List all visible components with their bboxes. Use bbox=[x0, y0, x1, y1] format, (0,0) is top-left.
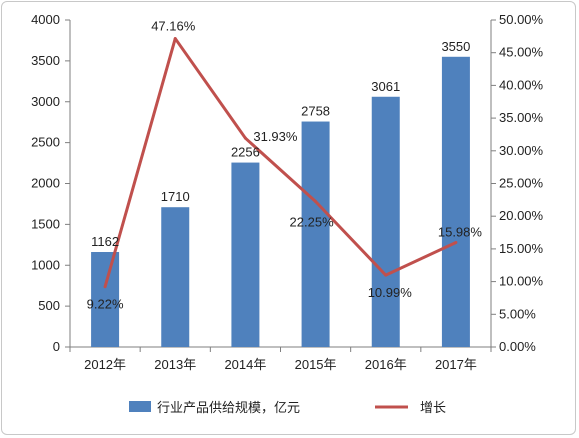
legend: 行业产品供给规模，亿元 增长 bbox=[129, 401, 446, 416]
bar bbox=[231, 162, 260, 347]
x-tick-label: 2015年 bbox=[295, 357, 337, 372]
right-tick-label: 5.00% bbox=[499, 306, 536, 321]
bar-value-label: 3061 bbox=[371, 79, 400, 94]
right-tick-label: 40.00% bbox=[499, 77, 544, 92]
line-point bbox=[243, 136, 247, 140]
bar-value-label: 1710 bbox=[161, 189, 190, 204]
bar-value-label: 3550 bbox=[441, 39, 470, 54]
line-value-label: 22.25% bbox=[290, 214, 335, 229]
left-tick-label: 3000 bbox=[31, 94, 60, 109]
line-point bbox=[314, 199, 318, 203]
bar bbox=[161, 207, 190, 347]
legend-swatch-bar bbox=[129, 401, 151, 412]
legend-label-bar: 行业产品供给规模，亿元 bbox=[157, 401, 300, 416]
right-tick-label: 30.00% bbox=[499, 143, 544, 158]
x-tick-label: 2014年 bbox=[224, 357, 266, 372]
line-point bbox=[384, 273, 388, 277]
bar-value-label: 2758 bbox=[301, 104, 330, 119]
bar bbox=[91, 252, 120, 347]
right-tick-label: 20.00% bbox=[499, 208, 544, 223]
x-tick-label: 2016年 bbox=[365, 357, 407, 372]
bar-series bbox=[91, 56, 470, 348]
right-tick-label: 50.00% bbox=[499, 12, 544, 27]
line-value-label: 31.93% bbox=[253, 129, 298, 144]
line-point bbox=[173, 37, 177, 41]
x-tick-label: 2017年 bbox=[435, 357, 477, 372]
bar bbox=[301, 121, 330, 347]
left-tick-label: 500 bbox=[38, 298, 60, 313]
line-point bbox=[454, 240, 458, 244]
data-labels: 1162 1710 2256 2758 3061 3550 9.22% 47.16% 31.93… bbox=[87, 19, 483, 312]
x-tick-label: 2012年 bbox=[84, 357, 126, 372]
right-tick-label: 25.00% bbox=[499, 176, 544, 191]
line-point bbox=[103, 285, 107, 289]
left-tick-label: 1000 bbox=[31, 257, 60, 272]
bar bbox=[371, 96, 400, 348]
left-tick-label: 1500 bbox=[31, 216, 60, 231]
bar-value-label: 1162 bbox=[91, 234, 119, 249]
line-value-label: 10.99% bbox=[368, 285, 413, 300]
line-value-label: 15.98% bbox=[438, 224, 483, 239]
right-tick-label: 45.00% bbox=[499, 45, 544, 60]
line-series bbox=[103, 37, 458, 289]
left-tick-label: 0 bbox=[53, 339, 60, 354]
growth-line bbox=[103, 37, 457, 288]
right-tick-label: 15.00% bbox=[499, 241, 544, 256]
right-tick-label: 0.00% bbox=[499, 339, 536, 354]
left-tick-label: 4000 bbox=[31, 12, 60, 27]
legend-label-line: 增长 bbox=[420, 401, 446, 416]
left-tick-label: 3500 bbox=[31, 53, 60, 68]
line-value-label: 9.22% bbox=[87, 297, 124, 312]
axes: 0 500 1000 1500 2000 2500 3000 3500 4000 0.00% 5.0… bbox=[31, 12, 543, 372]
right-tick-label: 35.00% bbox=[499, 110, 544, 125]
left-tick-label: 2500 bbox=[31, 135, 60, 150]
right-tick-label: 10.00% bbox=[499, 274, 544, 289]
left-tick-label: 2000 bbox=[31, 176, 60, 191]
bar bbox=[441, 56, 470, 347]
bar-value-label: 2256 bbox=[231, 145, 260, 160]
line-value-label: 47.16% bbox=[151, 19, 196, 34]
x-tick-label: 2013年 bbox=[154, 357, 196, 372]
